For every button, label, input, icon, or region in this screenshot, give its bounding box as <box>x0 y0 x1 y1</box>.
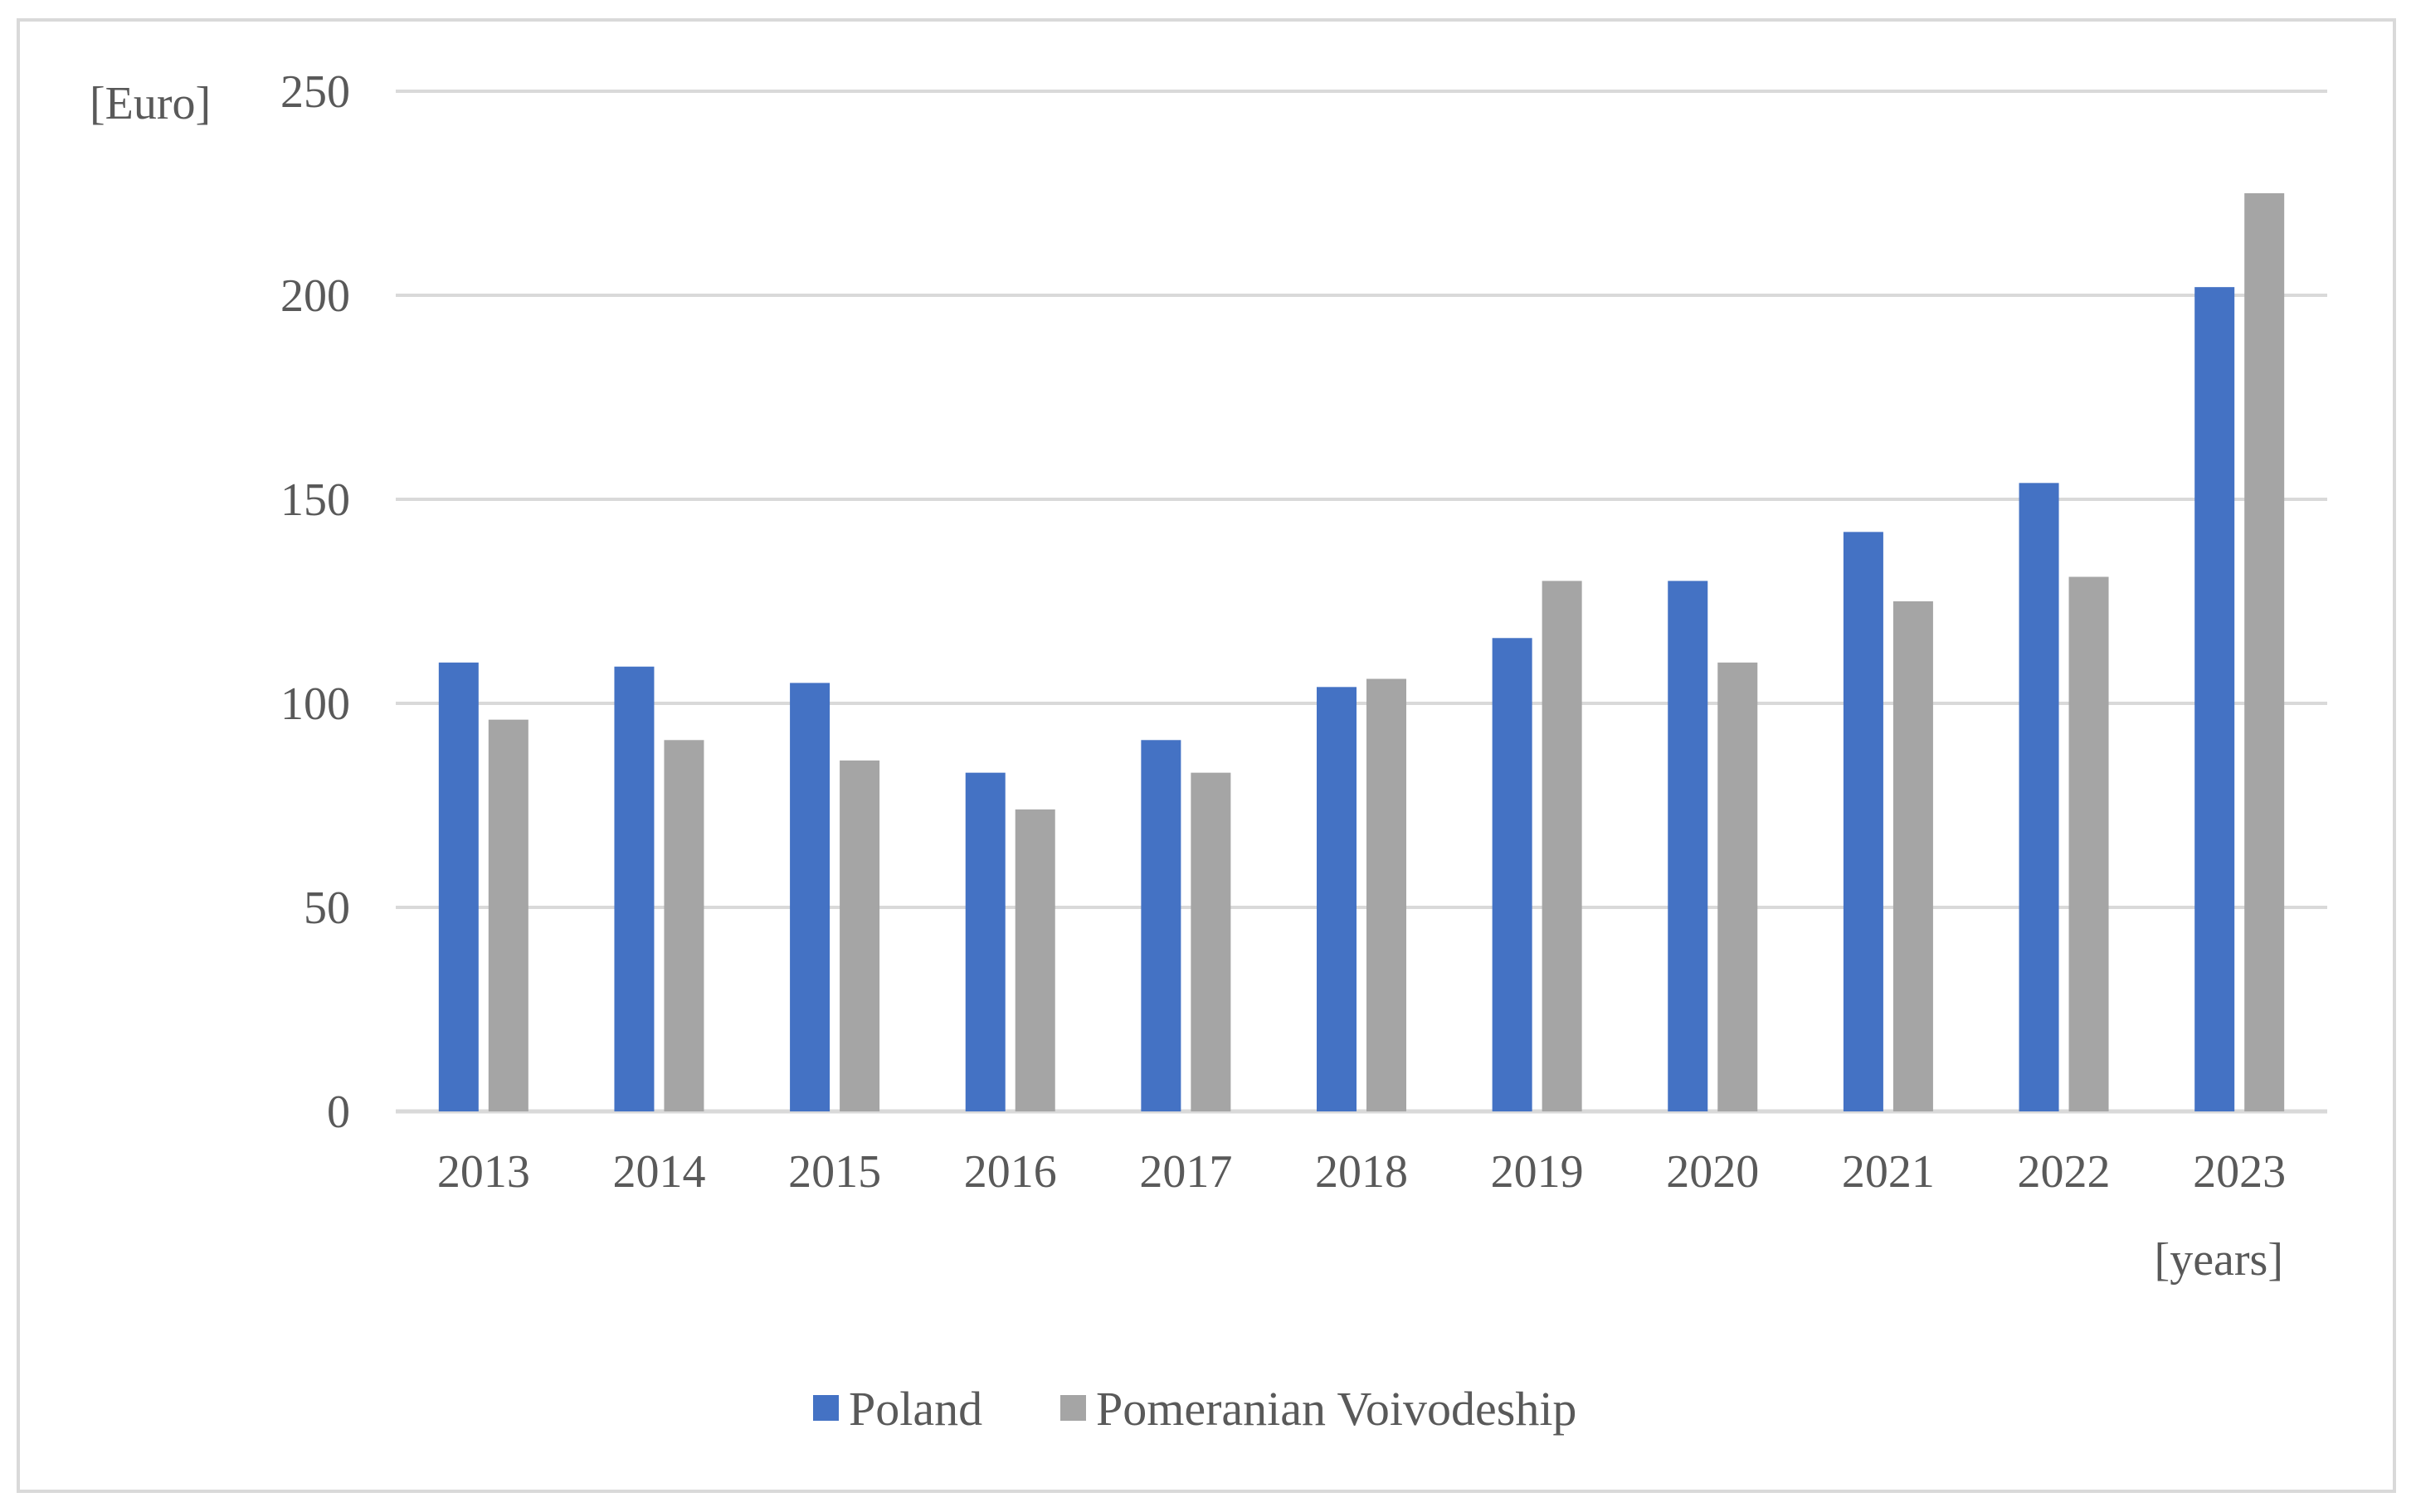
x-tick-label: 2021 <box>1842 1146 1935 1198</box>
bar-pomeranian-voivodeship-2022 <box>2068 576 2109 1111</box>
legend-swatch-pomeranian-voivodeship <box>1060 1395 1086 1421</box>
bar-pomeranian-voivodeship-2018 <box>1366 678 1406 1111</box>
bar-pomeranian-voivodeship-2013 <box>488 719 528 1111</box>
bar-poland-2019 <box>1492 638 1532 1111</box>
x-tick-label: 2013 <box>437 1146 530 1198</box>
y-tick-label: 100 <box>280 678 350 730</box>
x-tick-label: 2017 <box>1139 1146 1232 1198</box>
legend: Poland Pomeranian Voivodeship <box>813 1382 1576 1436</box>
bar-poland-2017 <box>1141 740 1181 1111</box>
bar-poland-2015 <box>790 683 830 1111</box>
x-axis-title: [years] <box>2155 1234 2283 1286</box>
x-tick-label: 2022 <box>2018 1146 2111 1198</box>
bar-pomeranian-voivodeship-2016 <box>1015 809 1055 1111</box>
y-tick-label: 200 <box>280 270 350 322</box>
bar-pomeranian-voivodeship-2021 <box>1892 601 1933 1111</box>
y-axis-title: [Euro] <box>90 78 211 129</box>
x-tick-label: 2014 <box>612 1146 705 1198</box>
y-tick-label: 150 <box>280 474 350 526</box>
y-tick-label: 50 <box>304 882 350 934</box>
x-tick-label: 2015 <box>788 1146 881 1198</box>
legend-swatch-poland <box>813 1395 839 1421</box>
bar-pomeranian-voivodeship-2019 <box>1542 581 1582 1111</box>
bar-poland-2022 <box>2019 483 2059 1111</box>
y-tick-label: 0 <box>327 1087 350 1138</box>
x-tick-label: 2020 <box>1666 1146 1759 1198</box>
x-tick-label: 2016 <box>964 1146 1057 1198</box>
bar-pomeranian-voivodeship-2020 <box>1717 662 1758 1111</box>
chart-frame <box>17 18 2396 1493</box>
bar-poland-2023 <box>2194 287 2235 1111</box>
x-tick-label: 2018 <box>1315 1146 1408 1198</box>
bars <box>438 193 2285 1111</box>
bar-poland-2016 <box>965 772 1006 1111</box>
bar-pomeranian-voivodeship-2017 <box>1191 772 1231 1111</box>
bar-poland-2018 <box>1317 687 1357 1111</box>
bar-pomeranian-voivodeship-2014 <box>664 740 704 1111</box>
y-tick-label: 250 <box>280 66 350 118</box>
bar-poland-2020 <box>1668 581 1708 1111</box>
y-tick-labels: 0 50 100 150 200 250 <box>280 66 350 1138</box>
bar-poland-2014 <box>614 666 655 1111</box>
gridlines <box>396 90 2327 1114</box>
bar-poland-2013 <box>438 662 479 1111</box>
legend-label: Pomeranian Voivodeship <box>1096 1382 1576 1436</box>
legend-label: Poland <box>849 1382 982 1436</box>
bar-poland-2021 <box>1843 532 1883 1111</box>
x-tick-labels: 2013 2014 2015 2016 2017 2018 2019 2020 2021 2022… <box>437 1146 2286 1198</box>
bar-pomeranian-voivodeship-2015 <box>840 760 880 1111</box>
x-tick-label: 2023 <box>2193 1146 2286 1198</box>
bar-pomeranian-voivodeship-2023 <box>2244 193 2285 1111</box>
x-tick-label: 2019 <box>1491 1146 1584 1198</box>
